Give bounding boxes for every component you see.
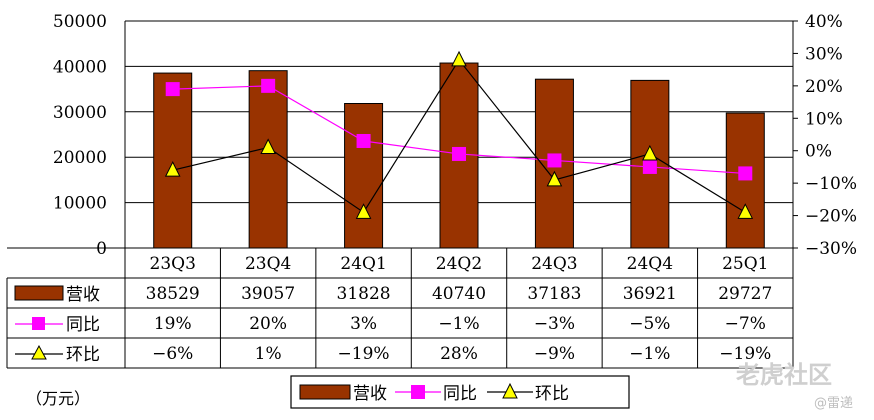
point-marker [547,153,562,168]
legend-label: 环比 [535,384,569,404]
y-right-tick-label: 10% [805,109,843,129]
point-marker [451,50,467,67]
point-marker [261,78,276,93]
y-left-tick-label: 50000 [53,12,107,32]
table-cell-value: −1% [438,314,479,334]
table-row-label: 同比 [66,315,100,335]
legend-key-bar [299,384,351,400]
point-marker [355,203,372,219]
category-label: 23Q3 [150,254,196,274]
table-cell-value: −1% [629,344,670,364]
point-marker [738,166,753,181]
watermark-user: @雷递 [814,396,854,411]
table-key-marker [31,344,47,360]
table-cell-value: 1% [255,344,282,364]
table-cell-value: −5% [629,314,670,334]
y-right-tick-label: −10% [805,174,857,194]
table-cell-value: −9% [534,344,575,364]
unit-label: （万元） [26,389,91,408]
legend-label: 同比 [443,384,477,404]
y-left-tick-label: 0 [96,239,107,259]
table-cell-value: −3% [534,314,575,334]
data-table: 23Q3 23Q4 24Q1 24Q2 24Q3 24Q4 25Q1 营收 38529 39057… [6,247,794,369]
point-marker [642,144,658,161]
y-left-tick-label: 20000 [53,148,107,168]
point-marker [260,138,276,154]
point-marker [165,82,180,97]
point-marker [642,159,657,174]
bar [248,70,288,249]
table-cell-value: −7% [725,314,766,334]
point-marker [452,146,466,161]
table-cell-value: 37183 [527,284,581,304]
category-label: 24Q2 [436,254,482,274]
table-cell-value: −6% [152,344,193,364]
category-label: 23Q4 [245,254,291,274]
table-key-bar [14,285,64,301]
table-cell-value: 40740 [432,284,486,304]
table-cell-value: 31828 [337,284,391,304]
table-cell-value: −19% [338,344,390,364]
point-marker [164,161,181,177]
table-cell-value: 20% [249,314,287,334]
y-left-tick-label: 40000 [53,57,107,77]
category-label: 24Q3 [531,254,577,274]
category-label: 24Q4 [627,254,673,274]
table-row-label: 环比 [66,345,100,365]
bar [725,112,765,249]
point-marker [737,203,754,219]
table-cell-value: 28% [440,344,478,364]
legend: 营收 同比 环比 [290,375,630,409]
table-row-label: 营收 [66,285,100,305]
bar [153,72,193,249]
y-right-tick-label: 40% [805,12,843,32]
watermark-brand: 老虎社区 [736,361,832,389]
point-marker [356,133,371,148]
category-label: 25Q1 [722,254,768,274]
y-left-tick-label: 10000 [53,194,107,214]
table-cell-value: 36921 [623,284,677,304]
y-right-tick-label: 20% [805,77,843,97]
y-right-tick-label: 0% [805,142,832,162]
category-label: 24Q1 [340,254,386,274]
legend-key-marker [502,382,518,399]
legend-key-marker [411,385,425,399]
table-cell-value: −19% [719,344,771,364]
table-cell-value: 38529 [146,284,200,304]
axes: 0 10000 20000 30000 40000 50000 −30% −20% −10% 0%… [53,12,857,259]
y-left-tick-label: 30000 [53,103,107,123]
table-cell-value: 39057 [241,284,295,304]
table-cell-value: 3% [350,314,377,334]
bar [344,103,384,249]
series-lines [164,50,754,219]
table-cell-value: 19% [154,314,192,334]
table-key-marker [32,317,45,330]
legend-label: 营收 [353,384,387,404]
y-right-tick-label: −30% [805,239,857,259]
y-right-tick-label: −20% [805,207,857,227]
y-right-tick-label: 30% [805,44,843,64]
table-cell-value: 29727 [718,284,772,304]
point-marker [546,170,563,187]
